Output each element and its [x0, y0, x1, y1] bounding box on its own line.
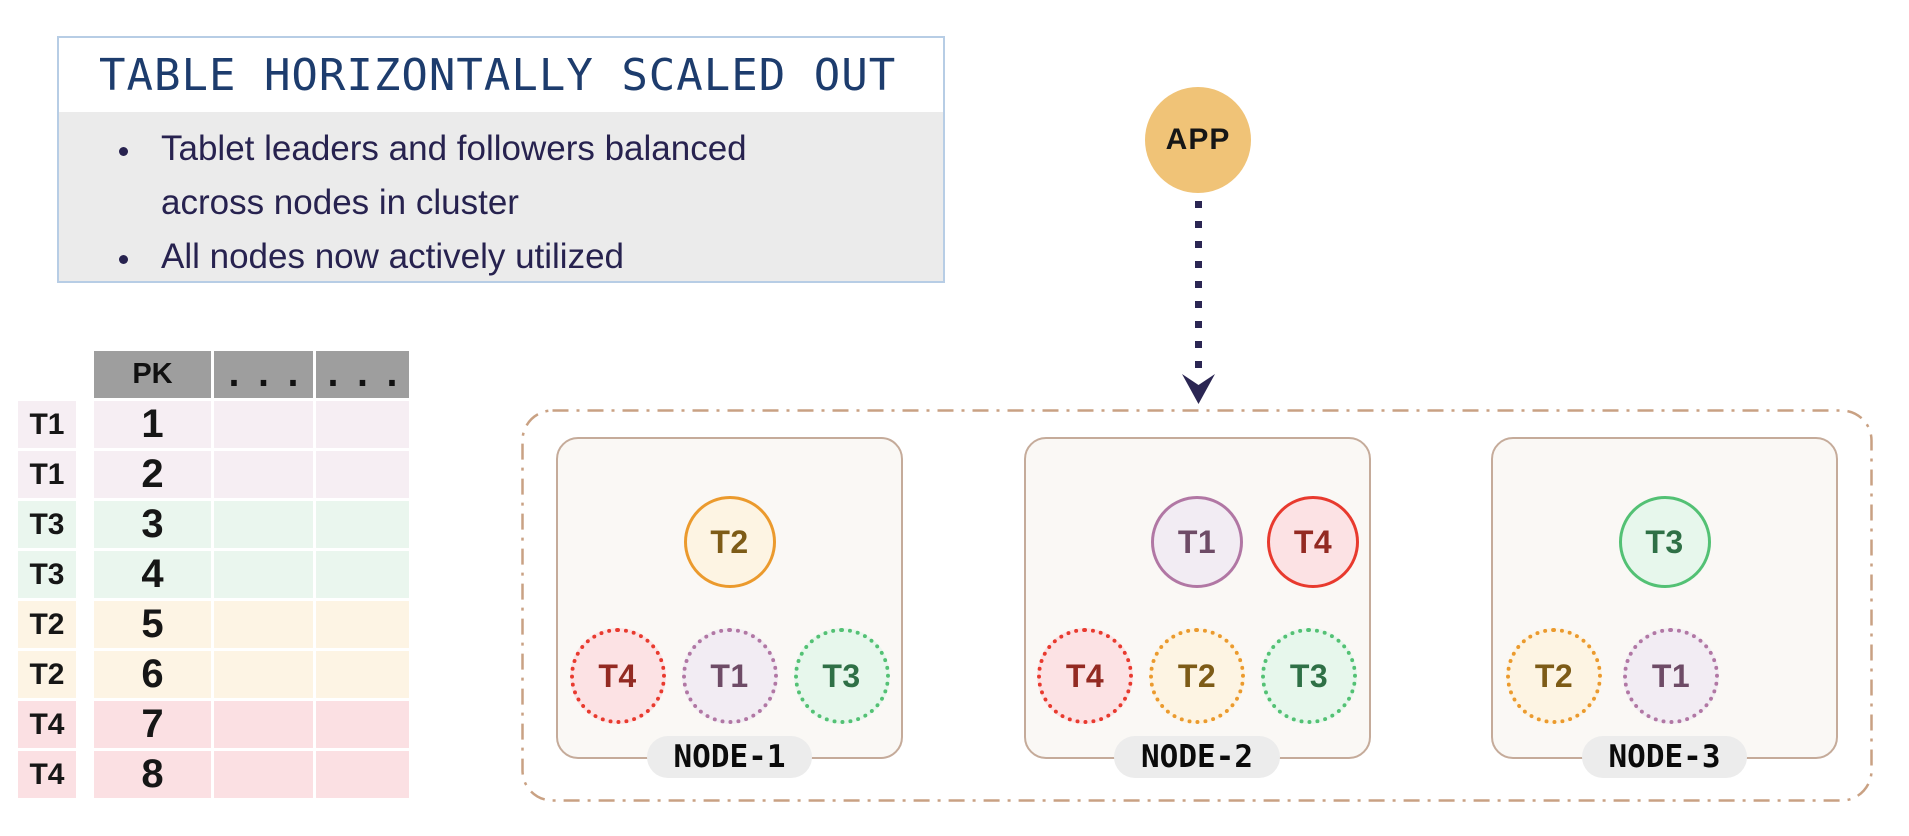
follower-tablet-t1: T1: [1623, 628, 1719, 724]
followers-row: T4 T1 T3: [558, 628, 901, 724]
table-pk-cell: 5: [94, 601, 211, 648]
table-empty-cell: [316, 401, 409, 448]
arrow-head-icon: [1182, 374, 1215, 404]
info-title: TABLE HORIZONTALLY SCALED OUT: [59, 38, 943, 112]
info-bullet: Tablet leaders and followers balanced ac…: [143, 122, 843, 230]
node-box: T3 T2 T1 NODE-3: [1491, 437, 1838, 778]
table-empty-cell: [316, 601, 409, 648]
info-bullets: Tablet leaders and followers balanced ac…: [103, 122, 843, 284]
cluster: T2 T4 T1 T3 NODE-1 T1 T4 T4 T2 T3 NODE-2 T3 T2 T1 NODE…: [523, 411, 1871, 800]
table-grid: PK...... 1 2 3 4 5 6 7 8: [94, 351, 409, 801]
info-box: TABLE HORIZONTALLY SCALED OUT Tablet lea…: [57, 36, 945, 283]
table-empty-cell: [214, 701, 313, 748]
table-empty-cell: [214, 451, 313, 498]
node-box: T1 T4 T4 T2 T3 NODE-2: [1023, 437, 1371, 778]
table-empty-cell: [316, 701, 409, 748]
table-pk-cell: 3: [94, 501, 211, 548]
followers-row: T4 T2 T3: [1026, 628, 1369, 724]
follower-tablet-t2: T2: [1149, 628, 1245, 724]
table-header-cell: ...: [214, 351, 313, 398]
table-empty-cell: [214, 601, 313, 648]
table-empty-cell: [214, 401, 313, 448]
leader-tablet-t2: T2: [683, 496, 776, 588]
app-to-cluster-arrow-line: [1195, 201, 1202, 373]
follower-tablet-t1: T1: [681, 628, 778, 724]
leader-tablet-t1: T1: [1151, 496, 1243, 588]
table-empty-cell: [316, 751, 409, 798]
table-label-column: T1 T1 T3 T3 T2 T2 T4 T4: [18, 351, 76, 801]
table-header-cell: PK: [94, 351, 211, 398]
leaders-row: T2: [558, 496, 901, 588]
table-header-cell: ...: [316, 351, 409, 398]
table-row-label: T4: [18, 751, 76, 798]
table-empty-cell: [214, 501, 313, 548]
table-pk-cell: 8: [94, 751, 211, 798]
follower-tablet-t3: T3: [793, 628, 890, 724]
followers-row: T2 T1: [1441, 628, 1784, 724]
table-empty-cell: [316, 501, 409, 548]
table-label-spacer: [18, 351, 76, 401]
table-row-label: T2: [18, 601, 76, 648]
leader-tablet-t3: T3: [1618, 496, 1711, 588]
follower-tablet-t4: T4: [569, 628, 666, 724]
app-node: APP: [1145, 87, 1251, 193]
node-label: NODE-2: [1114, 736, 1280, 778]
table-row-label: T1: [18, 451, 76, 498]
info-body: Tablet leaders and followers balanced ac…: [59, 112, 943, 281]
table-row-label: T3: [18, 551, 76, 598]
table-row-label: T3: [18, 501, 76, 548]
info-bullet: All nodes now actively utilized: [143, 230, 843, 284]
leaders-row: T3: [1493, 496, 1836, 588]
table-row-label: T4: [18, 701, 76, 748]
pk-table: T1 T1 T3 T3 T2 T2 T4 T4 PK...... 1 2 3 4 5 6 7 8: [18, 351, 409, 801]
cluster-boundary: [521, 409, 1873, 802]
table-empty-cell: [214, 551, 313, 598]
app-label: APP: [1165, 123, 1231, 156]
table-empty-cell: [214, 751, 313, 798]
follower-tablet-t3: T3: [1261, 628, 1357, 724]
table-pk-cell: 7: [94, 701, 211, 748]
follower-tablet-t4: T4: [1037, 628, 1133, 724]
table-pk-cell: 2: [94, 451, 211, 498]
table-empty-cell: [316, 651, 409, 698]
table-pk-cell: 6: [94, 651, 211, 698]
follower-tablet-t2: T2: [1506, 628, 1602, 724]
leader-tablet-t4: T4: [1267, 496, 1359, 588]
table-empty-cell: [214, 651, 313, 698]
node-label: NODE-3: [1581, 736, 1748, 778]
table-row-label: T1: [18, 401, 76, 448]
table-empty-cell: [316, 551, 409, 598]
table-row-label: T2: [18, 651, 76, 698]
table-pk-cell: 4: [94, 551, 211, 598]
leaders-row: T1 T4: [1084, 496, 1427, 588]
table-empty-cell: [316, 451, 409, 498]
node-box: T2 T4 T1 T3 NODE-1: [556, 437, 903, 778]
table-pk-cell: 1: [94, 401, 211, 448]
node-label: NODE-1: [646, 736, 813, 778]
